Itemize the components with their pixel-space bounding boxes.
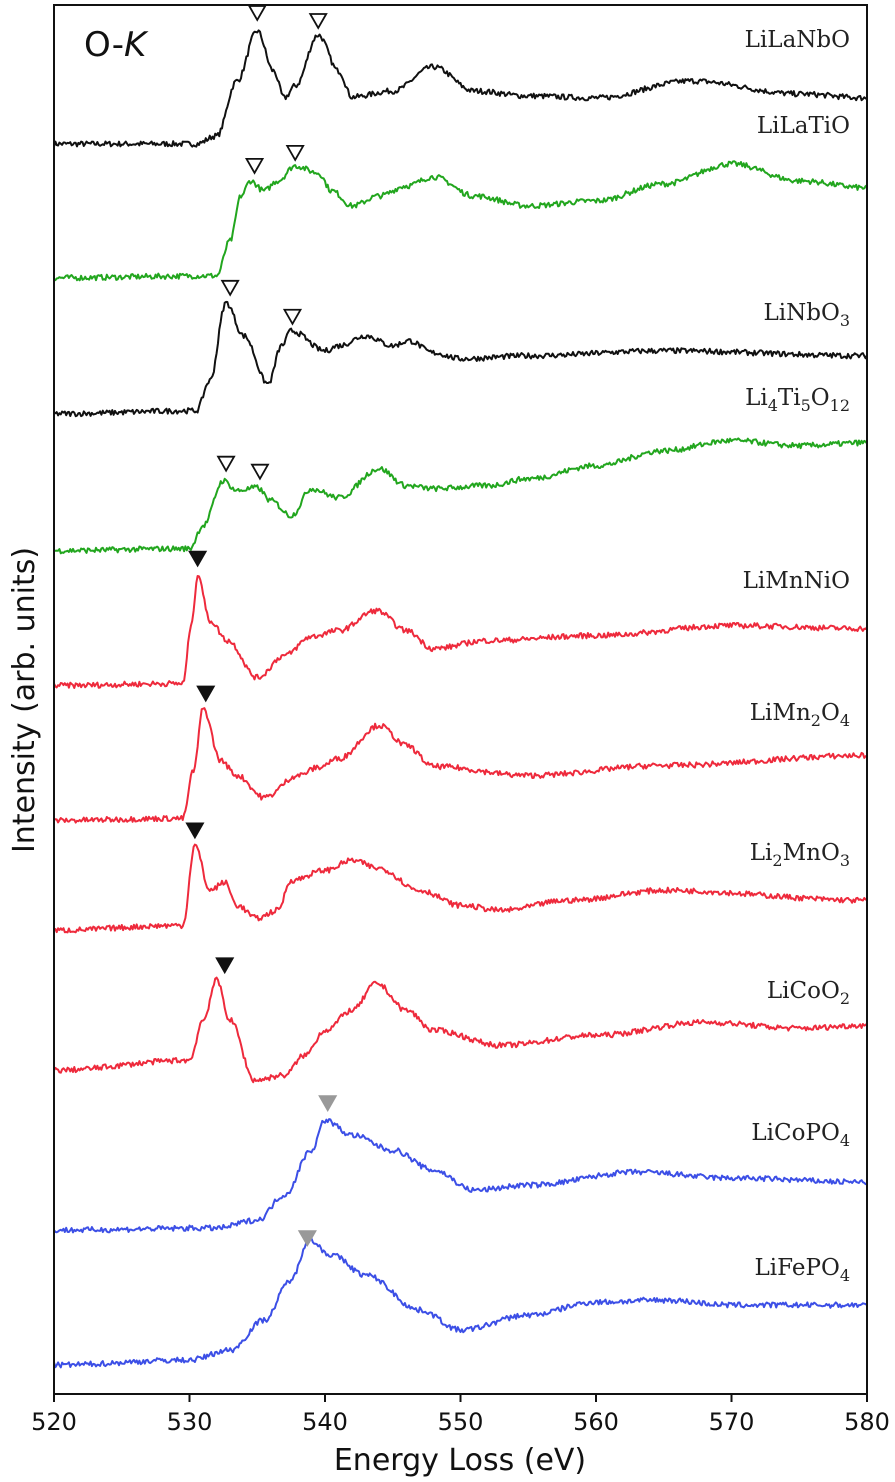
series-label: LiLaNbO — [745, 27, 850, 53]
spectrum-LiCoPO4 — [53, 1118, 868, 1234]
series-label: Li2MnO3 — [750, 840, 850, 870]
spectrum-LiNbO3 — [53, 300, 868, 418]
peak-marker-open — [308, 13, 328, 30]
peak-marker-filled — [188, 550, 208, 568]
x-tick-label: 520 — [31, 1408, 77, 1436]
peak-marker-open — [216, 455, 236, 473]
x-tick-label: 530 — [167, 1408, 213, 1436]
peak-marker-filled — [185, 822, 205, 840]
series-labels: LiLaNbO LiLaTiO LiNbO3 Li4Ti5O12 LiMnNiO LiMn… — [743, 27, 850, 1285]
spectrum-LiLaTiO — [53, 160, 868, 282]
peak-marker-open — [250, 463, 270, 481]
series-label: LiMn2O4 — [750, 700, 850, 730]
x-tick-label: 540 — [302, 1408, 348, 1436]
x-tick-label: 550 — [438, 1408, 484, 1436]
peak-marker-gray — [297, 1230, 317, 1247]
peak-marker-open — [220, 279, 240, 297]
series-label: LiNbO3 — [763, 300, 850, 330]
spectrum-LiCoO2 — [53, 976, 868, 1084]
series-label: LiLaTiO — [757, 113, 850, 139]
spectrum-Li4Ti5O12 — [53, 437, 868, 555]
panel-label: O-K — [84, 25, 149, 65]
series-label: LiFePO4 — [755, 1255, 850, 1285]
x-tick-label: 560 — [573, 1408, 619, 1436]
series-label: Li4Ti5O12 — [745, 385, 850, 415]
spectra-group — [53, 29, 868, 1369]
peak-marker-open — [244, 157, 265, 175]
peak-marker-open — [282, 308, 303, 326]
x-axis-ticks: 520 530 540 550 560 570 580 — [31, 1394, 890, 1436]
spectrum-Li2MnO3 — [53, 843, 868, 934]
peak-marker-filled — [215, 957, 235, 975]
spectrum-LiLaNbO — [53, 29, 868, 148]
spectrum-LiMn2O4 — [53, 707, 868, 824]
peak-marker-gray — [318, 1095, 338, 1113]
series-label: LiMnNiO — [743, 568, 850, 594]
y-axis-label: Intensity (arb. units) — [7, 547, 42, 853]
series-label: LiCoO2 — [767, 978, 850, 1008]
peak-marker-open — [285, 144, 305, 162]
spectrum-LiMnNiO — [53, 575, 868, 689]
spectrum-LiFePO4 — [53, 1237, 868, 1369]
series-label: LiCoPO4 — [751, 1120, 850, 1150]
x-tick-label: 580 — [844, 1408, 890, 1436]
peak-marker-filled — [196, 685, 216, 703]
markers-group — [185, 5, 338, 1247]
x-axis-label: Energy Loss (eV) — [334, 1443, 586, 1478]
peak-marker-open — [247, 5, 267, 22]
x-tick-label: 570 — [709, 1408, 755, 1436]
